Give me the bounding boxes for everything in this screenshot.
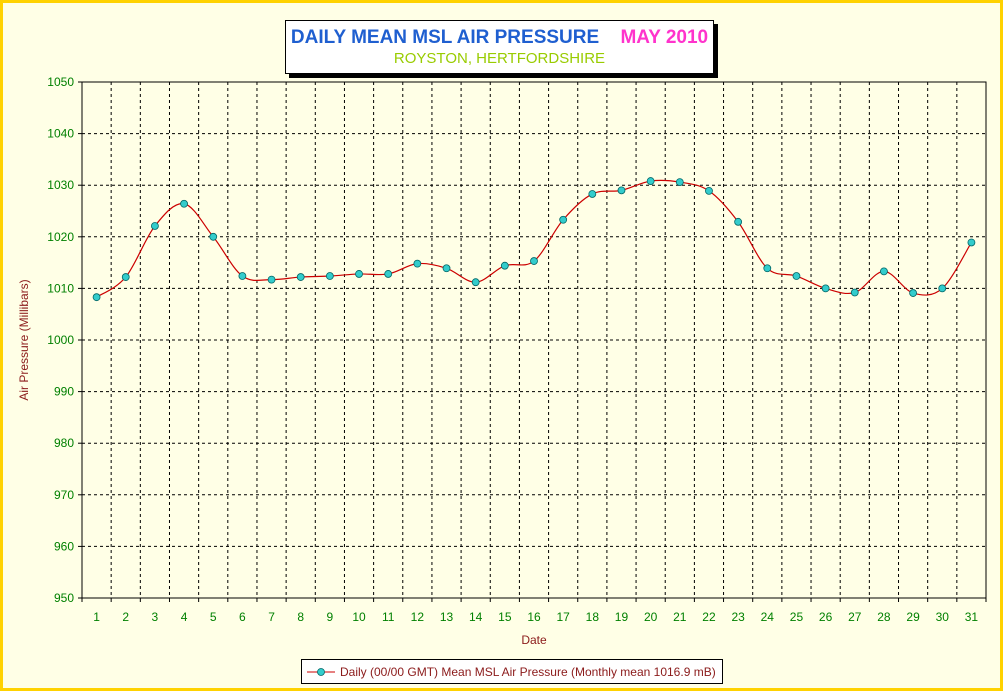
data-point xyxy=(355,270,363,278)
x-tick-label: 23 xyxy=(731,610,745,624)
x-tick-label: 24 xyxy=(761,610,775,624)
data-point xyxy=(209,232,218,241)
y-tick-label: 1000 xyxy=(47,333,74,347)
data-point xyxy=(180,199,188,208)
y-tick-label: 1020 xyxy=(47,230,74,244)
y-tick-label: 1010 xyxy=(47,281,74,295)
data-point xyxy=(471,278,480,287)
y-axis-title: Air Pressure (Millibars) xyxy=(17,279,31,400)
x-tick-label: 16 xyxy=(527,610,541,624)
data-point xyxy=(530,257,538,265)
chart-subtitle: ROYSTON, HERTFORDSHIRE xyxy=(393,50,606,67)
y-tick-label: 980 xyxy=(54,436,74,450)
x-tick-label: 15 xyxy=(498,610,512,624)
x-tick-label: 2 xyxy=(122,610,129,624)
data-point xyxy=(909,289,917,297)
x-tick-label: 6 xyxy=(239,610,246,624)
legend: Daily (00/00 GMT) Mean MSL Air Pressure … xyxy=(301,659,723,684)
x-tick-label: 27 xyxy=(848,610,862,624)
data-point xyxy=(734,217,743,226)
chart-title-box: DAILY MEAN MSL AIR PRESSURE MAY 2010 ROY… xyxy=(285,20,714,74)
y-tick-label: 1030 xyxy=(47,178,74,192)
data-point xyxy=(384,270,393,278)
x-tick-label: 25 xyxy=(790,610,804,624)
chart-title: DAILY MEAN MSL AIR PRESSURE xyxy=(290,27,600,48)
data-point xyxy=(151,222,159,230)
y-tick-label: 1050 xyxy=(47,75,74,89)
data-point xyxy=(92,293,101,302)
data-point xyxy=(763,264,772,273)
data-point xyxy=(267,275,276,284)
x-tick-label: 22 xyxy=(702,610,716,624)
x-tick-label: 9 xyxy=(327,610,334,624)
x-tick-label: 14 xyxy=(469,610,483,624)
x-tick-label: 11 xyxy=(382,610,395,624)
data-point xyxy=(792,272,801,280)
data-point xyxy=(500,261,509,270)
x-tick-label: 31 xyxy=(965,610,979,624)
x-tick-label: 29 xyxy=(906,610,920,624)
data-markers xyxy=(92,177,976,302)
data-point xyxy=(121,273,130,281)
x-tick-label: 20 xyxy=(644,610,658,624)
data-point xyxy=(938,284,947,293)
data-point xyxy=(880,267,888,276)
data-point xyxy=(617,186,626,195)
data-point xyxy=(442,264,451,273)
data-point xyxy=(325,272,334,280)
data-point xyxy=(705,186,713,195)
x-tick-label: 17 xyxy=(556,610,570,624)
legend-marker-icon xyxy=(307,667,335,676)
y-tick-label: 970 xyxy=(54,488,74,502)
data-point xyxy=(559,215,568,224)
x-tick-label: 28 xyxy=(877,610,891,624)
y-tick-label: 950 xyxy=(54,591,74,605)
y-tick-label: 960 xyxy=(54,539,74,553)
x-tick-label: 26 xyxy=(819,610,833,624)
data-point xyxy=(413,259,422,268)
legend-label: Daily (00/00 GMT) Mean MSL Air Pressure … xyxy=(340,664,716,679)
x-tick-label: 8 xyxy=(297,610,304,624)
x-axis-title: Date xyxy=(521,633,547,647)
x-tick-label: 4 xyxy=(181,610,188,624)
x-tick-label: 3 xyxy=(152,610,159,624)
x-tick-label: 1 xyxy=(93,610,100,624)
data-point xyxy=(588,190,597,198)
data-point xyxy=(296,273,305,281)
y-tick-label: 990 xyxy=(54,385,74,399)
x-tick-label: 13 xyxy=(440,610,454,624)
y-tick-label: 1040 xyxy=(47,127,74,141)
data-point xyxy=(646,177,655,185)
chart-month: MAY 2010 xyxy=(620,27,709,48)
x-tick-label: 18 xyxy=(586,610,600,624)
x-tick-label: 19 xyxy=(615,610,629,624)
axis-ticks: 9509609709809901000101010201030104010501… xyxy=(47,75,987,624)
data-point xyxy=(238,272,247,280)
x-tick-label: 10 xyxy=(352,610,366,624)
x-tick-label: 12 xyxy=(411,610,425,624)
x-tick-label: 5 xyxy=(210,610,217,624)
data-point xyxy=(967,238,976,247)
data-point xyxy=(850,288,859,297)
data-point xyxy=(675,178,684,187)
x-tick-label: 30 xyxy=(936,610,950,624)
x-tick-label: 7 xyxy=(268,610,275,624)
data-point xyxy=(821,284,830,293)
grid xyxy=(82,82,986,598)
x-tick-label: 21 xyxy=(673,610,687,624)
